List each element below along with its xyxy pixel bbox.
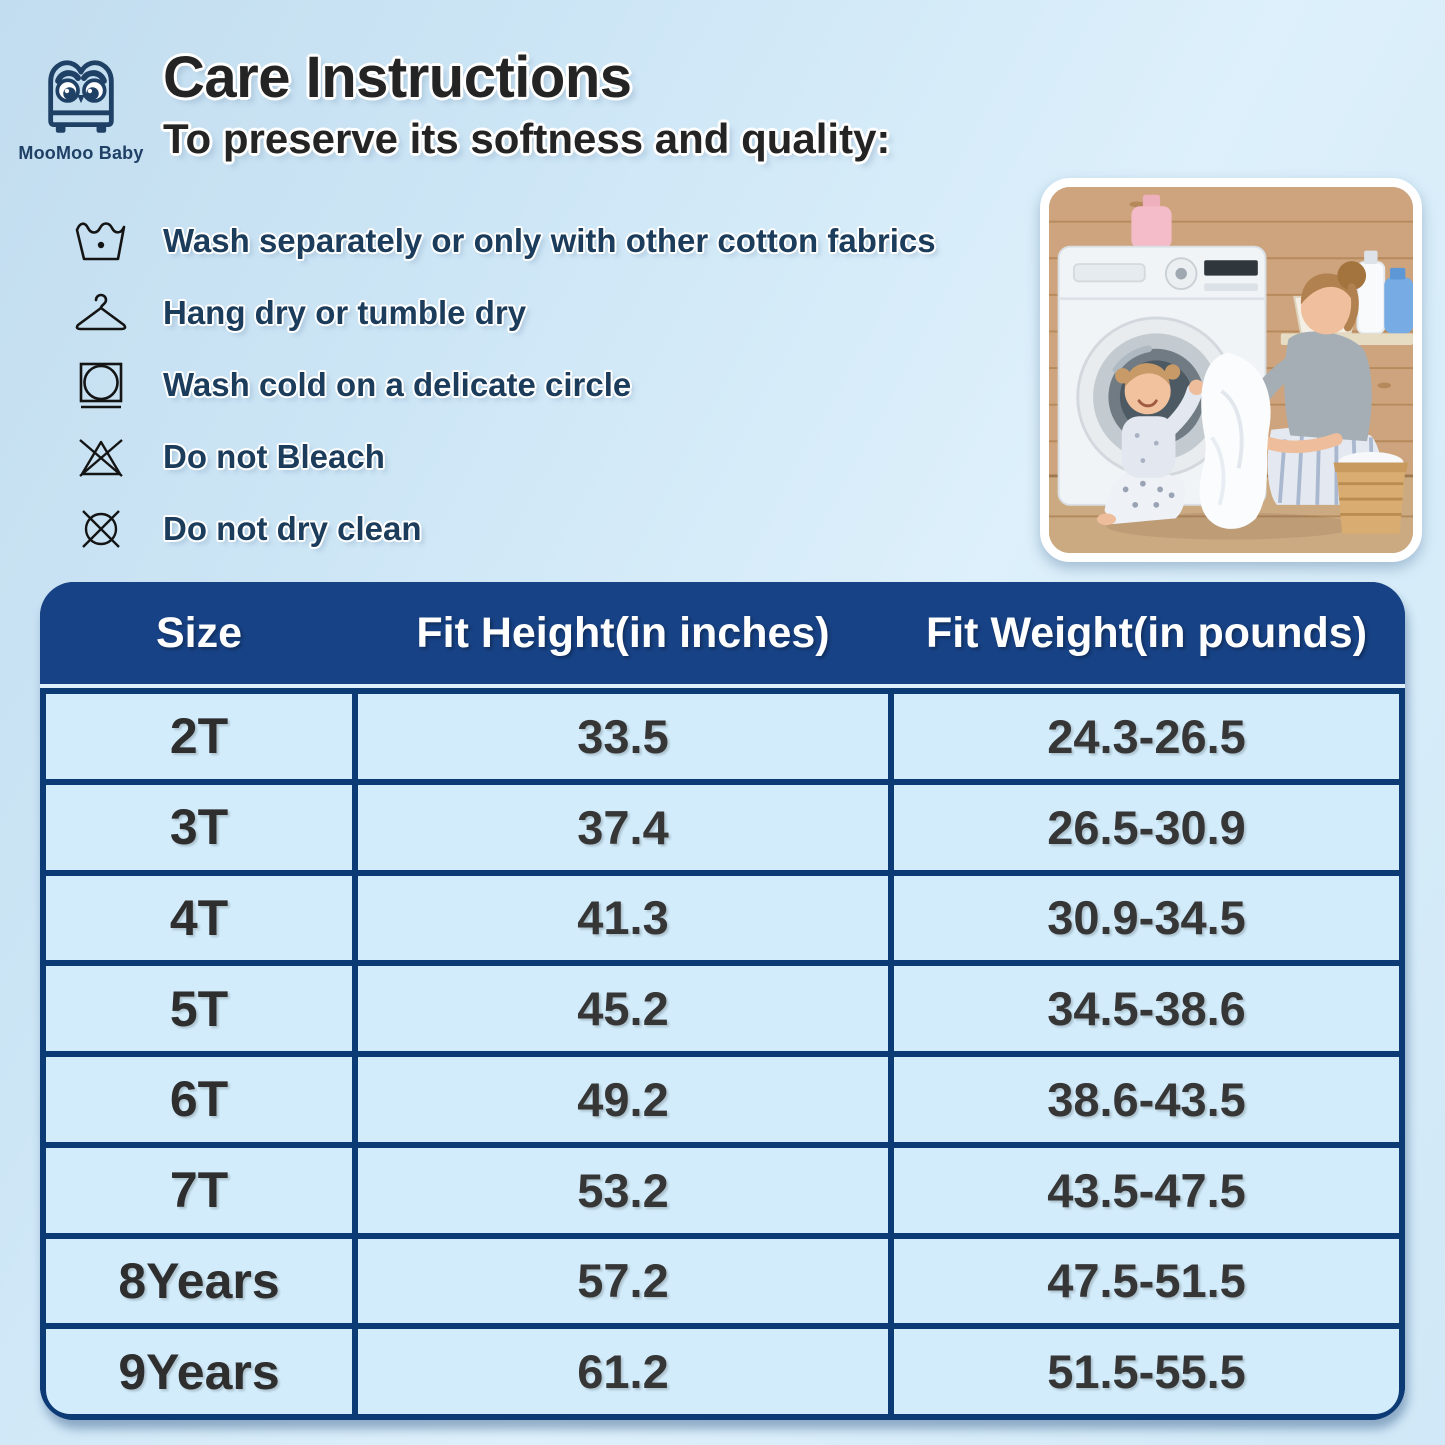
headline: Care Instructions To preserve its softne… (163, 46, 890, 164)
care-text: Wash separately or only with other cotto… (163, 222, 936, 259)
weight-cell: 47.5-51.5 (894, 1238, 1399, 1324)
weight-cell: 34.5-38.6 (894, 966, 1399, 1051)
height-cell: 45.2 (358, 966, 888, 1051)
size-table-body: 2T 33.5 24.3-26.5 3T 37.4 26.5-30.9 4T 4… (40, 688, 1405, 1420)
height-cell: 49.2 (358, 1057, 888, 1142)
machine-wash-icon (72, 219, 130, 263)
height-cell: 57.2 (358, 1238, 888, 1324)
column-header-fit-weight: Fit Weight(in pounds) (925, 608, 1368, 657)
height-cell: 61.2 (358, 1329, 888, 1414)
brand-name: MooMoo Baby (18, 143, 144, 163)
care-item-do-not-bleach: Do not Bleach (0, 421, 1035, 493)
column-header-fit-height: Fit Height(in inches) (416, 608, 830, 657)
size-cell: 3T (46, 784, 352, 870)
page-subtitle: To preserve its softness and quality: (163, 115, 891, 162)
weight-cell: 24.3-26.5 (894, 694, 1399, 779)
size-table: Size Fit Height(in inches) Fit Weight(in… (40, 582, 1405, 1420)
weight-cell: 26.5-30.9 (894, 784, 1399, 870)
size-cell: 2T (46, 694, 352, 779)
do-not-bleach-icon (72, 435, 130, 479)
delicate-cycle-icon (72, 361, 130, 409)
care-text: Wash cold on a delicate circle (163, 366, 632, 403)
care-text: Hang dry or tumble dry (163, 294, 527, 331)
height-cell: 37.4 (358, 784, 888, 870)
brand-logo: MooMoo Baby (4, 56, 158, 164)
do-not-dry-clean-icon (72, 507, 130, 551)
weight-cell: 51.5-55.5 (894, 1329, 1399, 1414)
height-cell: 41.3 (358, 875, 888, 961)
weight-cell: 30.9-34.5 (894, 875, 1399, 961)
size-cell: 6T (46, 1057, 352, 1142)
size-table-header: Size Fit Height(in inches) Fit Weight(in… (40, 582, 1405, 688)
care-item-hang-dry: Hang dry or tumble dry (0, 277, 1035, 349)
size-cell: 9Years (46, 1329, 352, 1414)
child-illustration (1096, 363, 1205, 526)
mother-illustration (1231, 261, 1384, 505)
weight-cell: 43.5-47.5 (894, 1147, 1399, 1233)
weight-cell: 38.6-43.5 (894, 1057, 1399, 1142)
size-cell: 8Years (46, 1238, 352, 1324)
care-text: Do not Bleach (163, 438, 385, 475)
care-text: Do not dry clean (163, 510, 422, 547)
size-cell: 4T (46, 875, 352, 961)
column-header-size: Size (155, 608, 243, 657)
towel-illustration (1199, 352, 1271, 529)
height-cell: 53.2 (358, 1147, 888, 1233)
size-cell: 5T (46, 966, 352, 1051)
hanger-icon (72, 293, 130, 333)
height-cell: 33.5 (358, 694, 888, 779)
owl-logo-icon (48, 60, 114, 133)
care-item-wash-cold: Wash cold on a delicate circle (0, 349, 1035, 421)
care-item-do-not-dry-clean: Do not dry clean (0, 493, 1035, 565)
size-cell: 7T (46, 1147, 352, 1233)
laundry-photo (1040, 178, 1422, 562)
page-title: Care Instructions (163, 45, 632, 110)
laundry-basket-illustration (1333, 451, 1409, 534)
care-item-wash-separately: Wash separately or only with other cotto… (0, 205, 1035, 277)
care-instruction-list: Wash separately or only with other cotto… (0, 205, 1035, 565)
laundry-photo-illustration (1049, 187, 1413, 553)
